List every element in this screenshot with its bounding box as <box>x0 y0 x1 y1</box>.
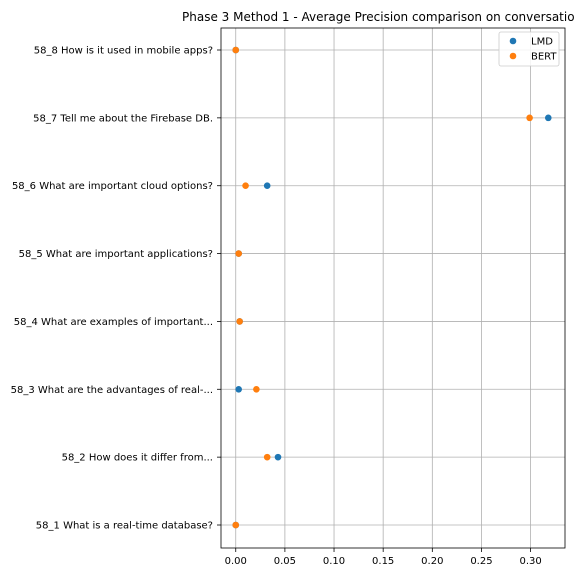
legend-label-lmd: LMD <box>531 37 553 48</box>
y-tick-label: 58_2 How does it differ from... <box>62 453 213 464</box>
data-point-bert <box>242 182 249 190</box>
x-tick-label: 0.30 <box>519 556 541 567</box>
x-tick-label: 0.20 <box>421 556 443 567</box>
x-tick-label: 0.15 <box>372 556 394 567</box>
y-tick-label: 58_6 What are important cloud options? <box>12 181 213 192</box>
data-point-bert <box>253 385 260 393</box>
data-point-bert <box>232 521 240 529</box>
y-tick-label: 58_3 What are the advantages of real-... <box>11 385 213 396</box>
data-point-bert <box>235 250 242 257</box>
x-tick-label: 0.00 <box>225 556 247 567</box>
x-axis: 0.00 0.05 0.10 0.15 0.20 0.25 0.30 <box>225 548 542 567</box>
y-tick-label: 58_4 What are examples of important... <box>14 317 213 328</box>
y-tick-label: 58_8 How is it used in mobile apps? <box>34 46 213 57</box>
data-point-bert <box>232 46 240 54</box>
legend: LMD BERT <box>498 31 560 67</box>
legend-label-bert: BERT <box>531 52 557 63</box>
legend-marker-bert <box>509 52 517 60</box>
data-point-bert <box>236 318 243 325</box>
plot-area <box>220 27 566 549</box>
grid <box>221 28 565 548</box>
data-point-bert <box>526 114 533 122</box>
legend-marker-lmd <box>509 37 517 45</box>
x-tick-label: 0.10 <box>323 556 345 567</box>
chart-title: Phase 3 Method 1 - Average Precision com… <box>182 10 575 24</box>
y-tick-label: 58_7 Tell me about the Firebase DB. <box>33 113 213 124</box>
x-tick-label: 0.05 <box>274 556 296 567</box>
y-axis: 58_1 What is a real-time database? 58_2 H… <box>11 46 221 532</box>
y-tick-label: 58_1 What is a real-time database? <box>36 521 213 532</box>
data-point-lmd <box>263 182 271 190</box>
data-points <box>232 46 552 529</box>
data-point-lmd <box>544 114 552 122</box>
x-tick-label: 0.25 <box>470 556 492 567</box>
data-point-lmd <box>235 385 242 393</box>
data-point-bert <box>263 453 271 461</box>
y-tick-label: 58_5 What are important applications? <box>19 249 213 260</box>
data-point-lmd <box>274 453 282 461</box>
